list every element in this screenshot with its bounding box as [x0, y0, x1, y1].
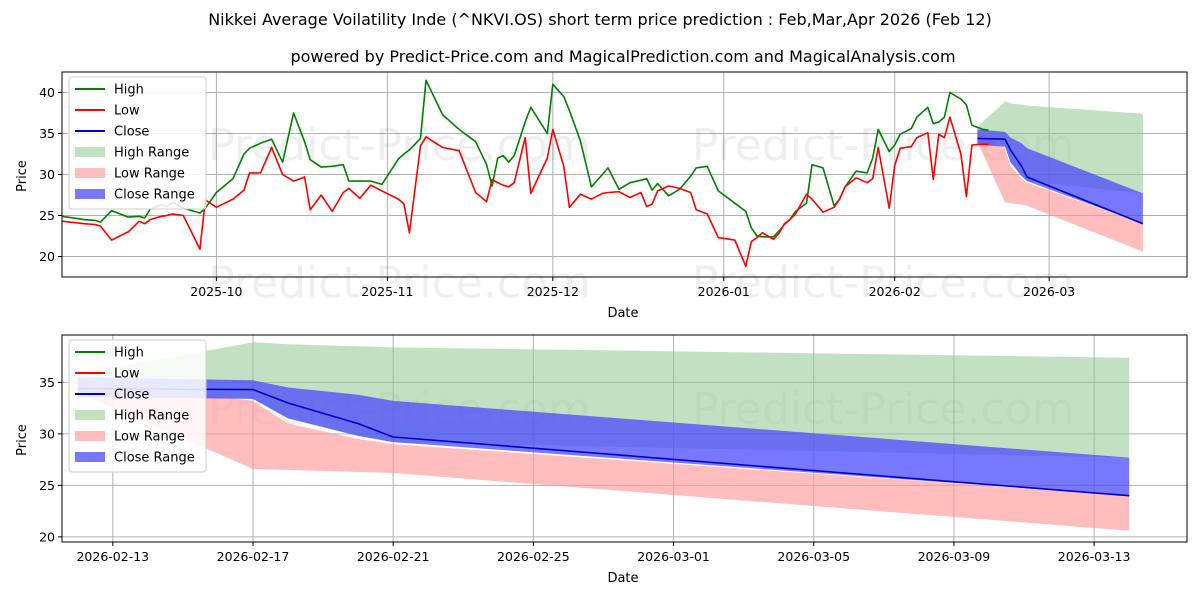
bottom-legend-swatch — [75, 410, 105, 420]
top-xlabel: Date — [607, 306, 638, 321]
chart-title: Nikkei Average Voilatility Inde (^NKVI.O… — [208, 10, 992, 29]
bottom-legend-label: Low — [114, 367, 140, 382]
chart-subtitle: powered by Predict-Price.com and Magical… — [290, 47, 955, 66]
high-series-line — [62, 79, 989, 238]
top-legend-label: High Range — [114, 146, 189, 161]
top-legend: High Low Close High Range Low Range Close Ran… — [68, 76, 207, 210]
top-legend-label: High — [114, 83, 144, 98]
top-legend-label: Low — [114, 104, 140, 119]
bottom-legend-swatch — [75, 431, 105, 441]
top-ytick-label: 35 — [39, 126, 55, 141]
bottom-legend-label: Close — [114, 388, 149, 403]
top-xtick-label: 2025-11 — [361, 284, 413, 299]
top-close-series-line — [977, 137, 1144, 225]
top-ylabel: Price — [15, 160, 30, 192]
top-xtick-label: 2026-01 — [698, 284, 750, 299]
top-close-range-band — [977, 129, 1143, 224]
bottom-xtick-label: 2026-02-25 — [497, 549, 570, 564]
bottom-xtick-label: 2026-02-21 — [357, 549, 430, 564]
bottom-legend-swatch — [75, 452, 105, 462]
top-ytick-label: 25 — [39, 208, 55, 223]
top-watermark: Predict-Price.com — [208, 120, 591, 171]
top-watermark: Predict-Price.com — [208, 258, 591, 309]
top-legend-label: Low Range — [114, 167, 185, 182]
bottom-ytick-label: 20 — [39, 529, 55, 544]
bottom-ytick-label: 30 — [39, 426, 55, 441]
top-xtick-label: 2026-02 — [869, 284, 921, 299]
top-xtick-label: 2026-03 — [1023, 284, 1075, 299]
top-watermark: Predict-Price.com — [692, 258, 1075, 309]
top-xtick-label: 2025-12 — [527, 284, 579, 299]
bottom-plot-frame — [61, 334, 1188, 543]
low-series-line — [62, 116, 989, 268]
bottom-ytick-label: 35 — [39, 375, 55, 390]
bottom-close-series-line — [77, 387, 1130, 497]
bottom-xtick-label: 2026-02-13 — [76, 549, 149, 564]
top-ytick-label: 40 — [39, 85, 55, 100]
bottom-legend-label: Low Range — [114, 430, 185, 445]
bottom-ylabel: Price — [15, 424, 30, 456]
top-panel: Predict-Price.com Predict-Price.com Predic… — [15, 71, 1188, 321]
bottom-legend-label: Close Range — [114, 451, 195, 466]
bottom-xlabel: Date — [607, 571, 638, 586]
bottom-legend: High Low Close High Range Low Range Close Ran… — [68, 339, 207, 473]
top-legend-label: Close — [114, 125, 149, 140]
top-legend-swatch — [75, 168, 105, 178]
top-legend-swatch — [75, 147, 105, 157]
top-low-range-band — [977, 131, 1143, 252]
bottom-xtick-label: 2026-03-01 — [637, 549, 710, 564]
top-xtick-label: 2025-10 — [190, 284, 242, 299]
bottom-ytick-label: 25 — [39, 478, 55, 493]
bottom-xtick-label: 2026-03-09 — [918, 549, 991, 564]
bottom-legend-label: High Range — [114, 409, 189, 424]
top-ytick-label: 30 — [39, 167, 55, 182]
bottom-xtick-label: 2026-03-05 — [777, 549, 850, 564]
top-ytick-label: 20 — [39, 249, 55, 264]
bottom-close-range-band — [77, 377, 1130, 496]
bottom-xtick-label: 2026-02-17 — [217, 549, 290, 564]
top-legend-swatch — [75, 189, 105, 199]
bottom-low-range-band — [77, 379, 1130, 531]
bottom-xtick-label: 2026-03-13 — [1058, 549, 1131, 564]
bottom-legend-label: High — [114, 346, 144, 361]
top-legend-label: Close Range — [114, 188, 195, 203]
